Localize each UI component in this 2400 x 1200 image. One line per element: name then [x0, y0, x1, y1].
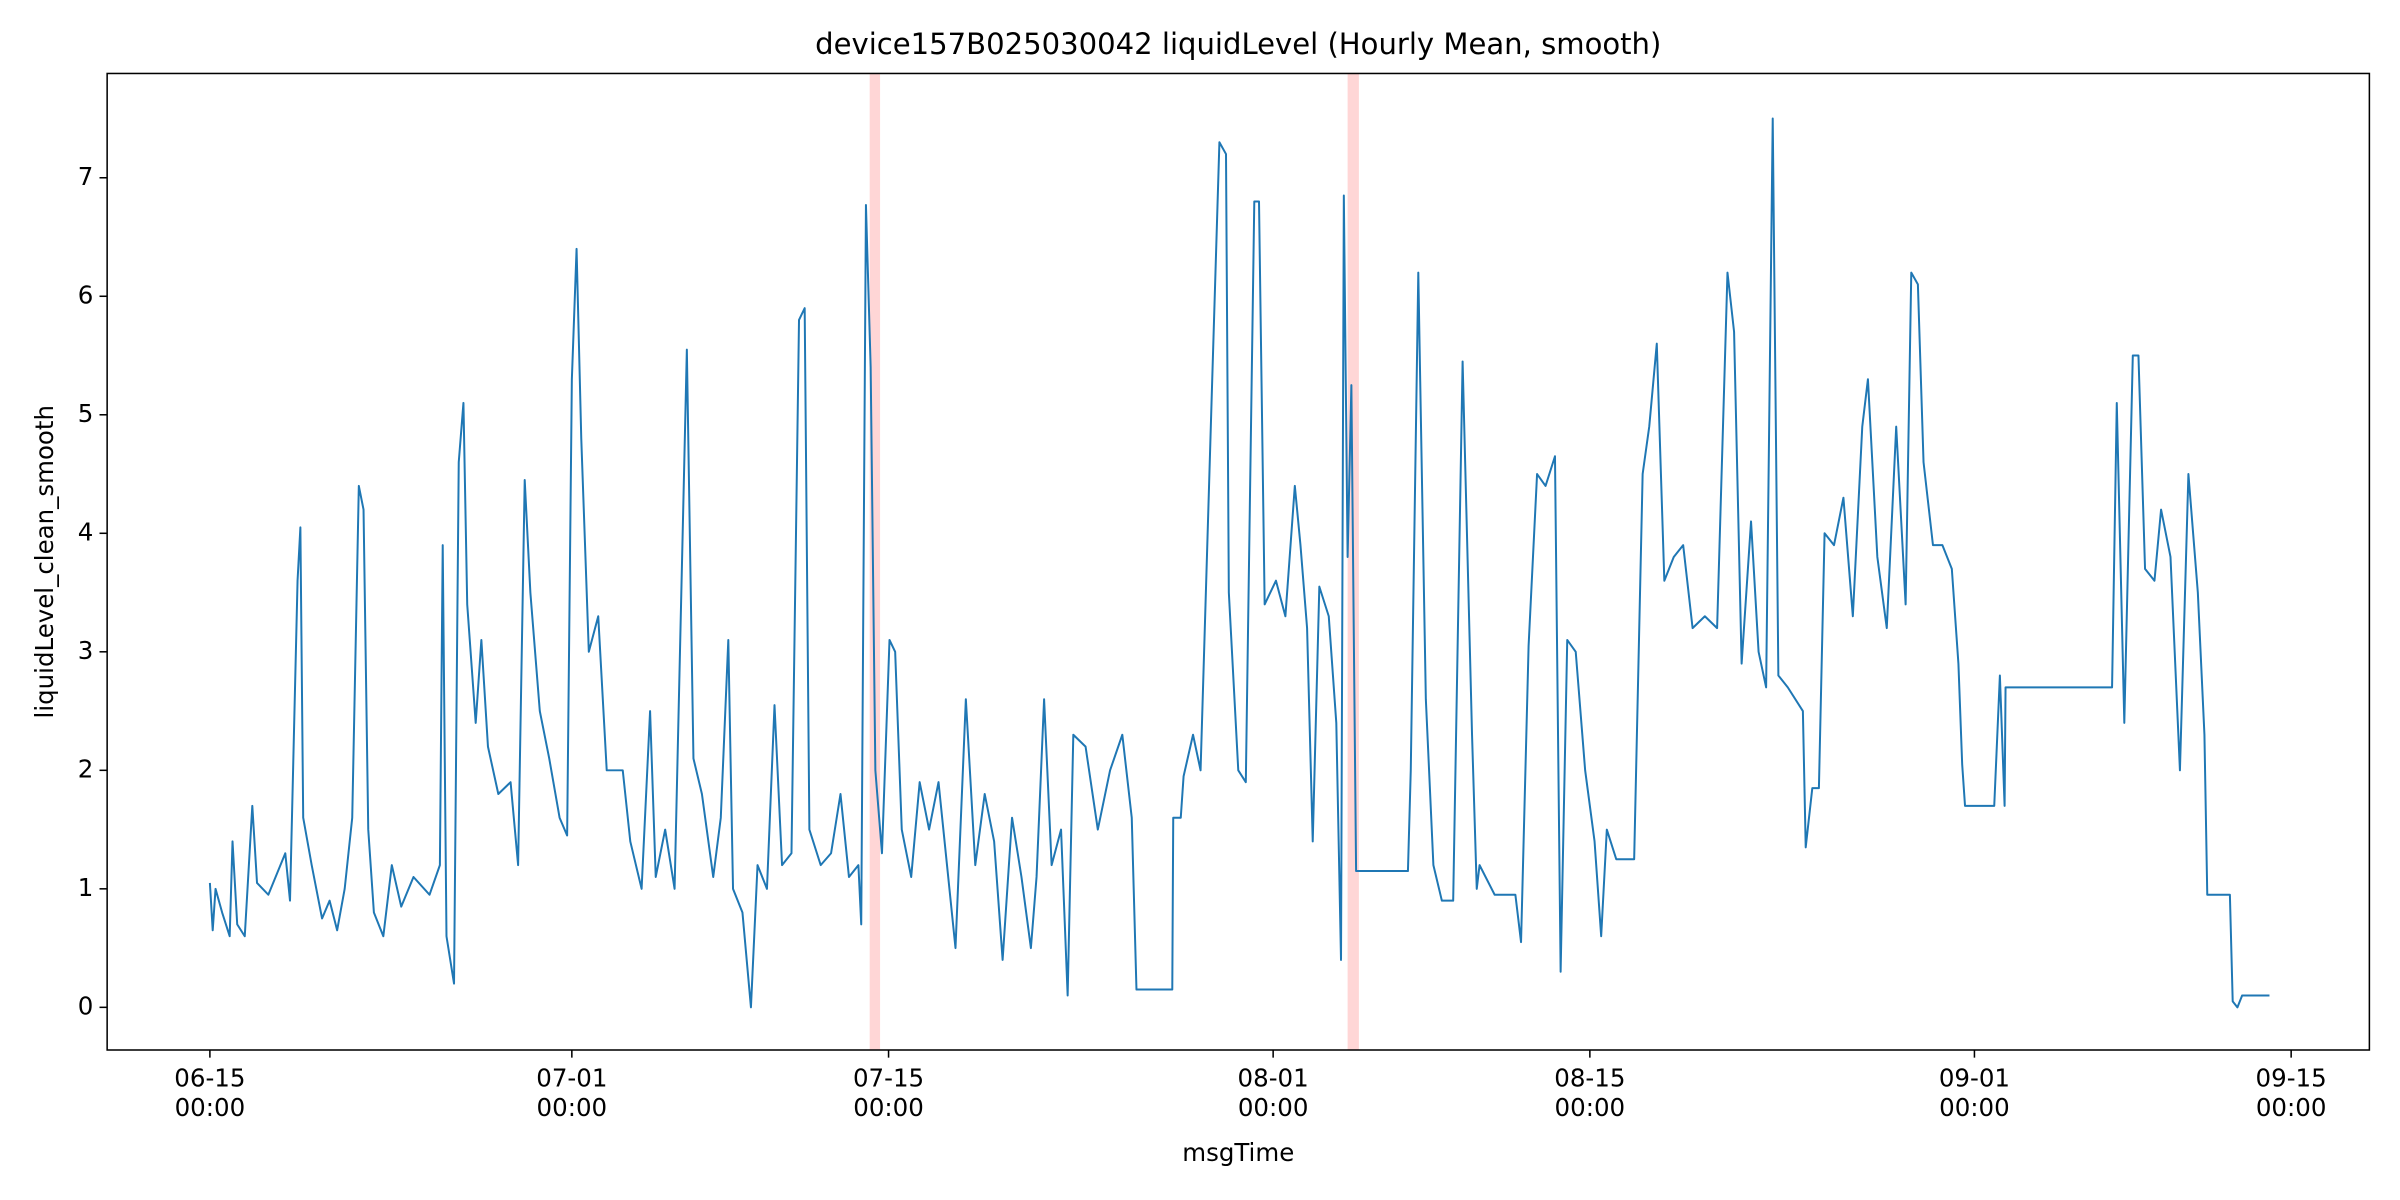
x-tick-label: 08-15 00:00	[1554, 1063, 1626, 1122]
plot-area	[208, 73, 2270, 1050]
x-tick-label: 08-01 00:00	[1237, 1063, 1309, 1122]
y-tick-label: 7	[78, 162, 94, 191]
x-axis-label: msgTime	[1182, 1138, 1294, 1167]
highlight-span	[869, 73, 881, 1050]
axes-frame	[106, 72, 2371, 1051]
y-tick-label: 0	[78, 991, 94, 1020]
data-line	[208, 117, 2270, 1009]
y-tick-label: 1	[78, 873, 94, 902]
y-axis-label: liquidLevel_clean_smooth	[30, 405, 59, 718]
x-tick-label: 07-01 00:00	[536, 1063, 608, 1122]
x-tick-label: 07-15 00:00	[852, 1063, 925, 1122]
y-tick-label: 6	[78, 280, 94, 309]
y-tick-label: 3	[78, 636, 94, 665]
x-tick-label: 09-15 00:00	[2255, 1063, 2327, 1122]
y-tick-label: 2	[78, 754, 94, 783]
x-tick-label: 06-15 00:00	[174, 1063, 246, 1122]
y-tick-label: 5	[78, 399, 94, 428]
chart-title: device157B025030042 liquidLevel (Hourly …	[815, 27, 1661, 61]
x-tick-label: 09-01 00:00	[1938, 1063, 2011, 1122]
y-tick-label: 4	[78, 517, 94, 546]
